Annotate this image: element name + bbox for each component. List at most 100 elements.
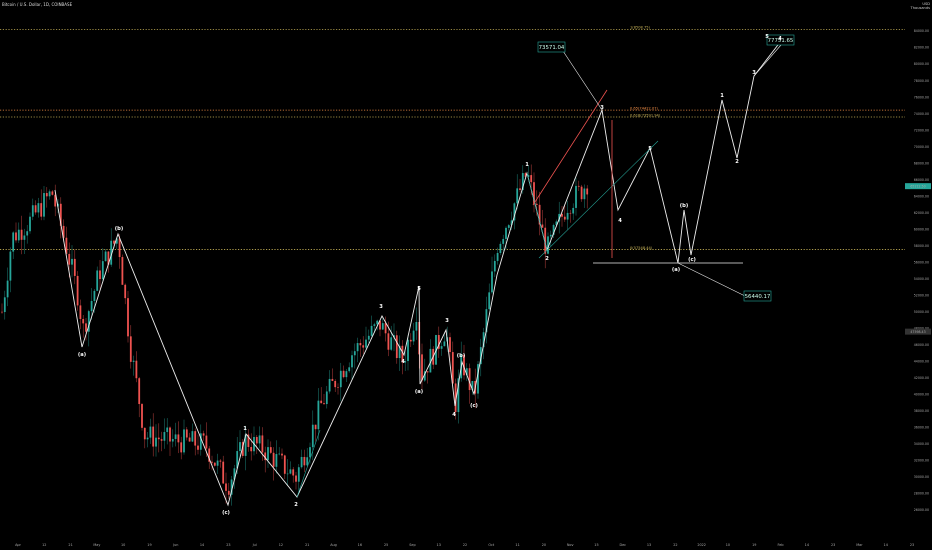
candle-body [555,221,558,226]
chart-header: Bitcoin / U.S. Dollar, 1D, COINBASE [2,2,73,7]
candle-body [87,311,90,332]
candle-body [569,212,572,214]
y-tick-label: 58000.00 [914,244,929,248]
candle-body [275,454,278,467]
candle-body [9,251,12,281]
candle-body [205,435,208,449]
candle-body [45,193,48,197]
candle-body [337,387,339,388]
candle-body [199,433,202,450]
candle-body [381,323,384,330]
y-tick-label: 38000.00 [914,409,929,413]
y-tick-label: 78000.00 [914,79,929,83]
candle-body [314,424,317,430]
x-tick-label: Mar [856,543,863,547]
candle-body [572,207,575,214]
y-tick-label: 46000.00 [914,343,929,347]
wave-label: 5 [648,146,652,152]
candle-body [127,298,129,337]
y-tick-label: 76000.00 [914,95,929,99]
candle-body [90,300,93,312]
candle-body [538,204,541,225]
x-tick-label: Jul [252,543,257,547]
x-tick-label: Nov [567,543,574,547]
x-tick-label: Apr [15,543,21,547]
candle-body [547,236,549,254]
candle-body [488,292,491,310]
x-tick-label: 20 [542,543,546,547]
candle-body [68,253,71,265]
wave-label: (a) [415,389,423,395]
wave-label: 3 [600,105,604,111]
candle-body [216,460,219,466]
x-tick-label: 12 [42,543,46,547]
candle-body [395,335,398,359]
candle-body [141,404,143,428]
wave-label: 1 [720,93,724,99]
x-tick-label: 21 [68,543,72,547]
candle-body [295,475,297,482]
candle-body [320,400,323,404]
candle-body [146,437,149,440]
x-tick-label: 25 [384,543,388,547]
x-tick-label: 12 [279,543,283,547]
candle-body [471,380,474,391]
callout-label: 73571.04 [539,45,565,51]
candle-body [188,437,191,442]
wave-label: (b) [115,226,123,232]
candle-body [533,182,535,204]
candle-body [166,427,169,433]
candle-body [415,321,418,331]
y-tick-label: 42000.00 [914,376,929,380]
candle-body [457,378,460,413]
x-tick-label: Aug [330,543,337,547]
wave-label: 5 [417,286,421,292]
wave-label: 1 [525,162,529,168]
candle-body [96,270,99,291]
x-tick-label: 22 [463,543,467,547]
candle-body [286,473,289,475]
candle-body [505,227,507,239]
x-tick-label: 15 [594,543,598,547]
level-label: 0(57548.44) [630,246,653,250]
callout-box [766,34,795,46]
x-tick-label: 13 [437,543,441,547]
x-tick-label: Dec [619,543,626,547]
y-tick-label: 68000.00 [914,161,929,165]
candle-body [155,437,157,447]
candle-body [157,437,160,440]
candle-body [356,343,359,352]
candle-body [317,400,320,430]
candle-body [477,364,479,394]
candle-body [110,240,113,265]
x-tick-label: 2022 [697,543,706,547]
candle-body [549,234,552,237]
last-value-label: 47598.43 [910,330,925,334]
candle-body [398,345,401,359]
candle-body [171,438,174,442]
y-tick-label: 84000.00 [914,29,929,33]
candle-body [202,433,205,436]
candle-body [233,468,236,480]
candle-body [51,191,54,195]
candle-body [121,257,124,285]
candle-body [208,448,211,462]
x-tick-label: 10 [121,543,125,547]
callout-box [537,41,566,53]
y-tick-label: 72000.00 [914,128,929,132]
wave-label: 4 [401,359,405,365]
candle-body [174,434,177,439]
candle-body [269,447,272,453]
currency-label: USD Thousands [911,2,930,10]
wave-label: 4 [452,412,456,418]
candle-body [443,341,446,347]
current-price-label: 65212.50 [910,184,925,188]
x-tick-label: Sep [409,543,415,547]
x-tick-label: 10 [726,543,730,547]
candle-body [23,235,26,240]
candle-body [289,469,292,474]
candle-body [421,354,423,381]
candle-body [278,453,281,455]
trend-line [526,172,548,251]
